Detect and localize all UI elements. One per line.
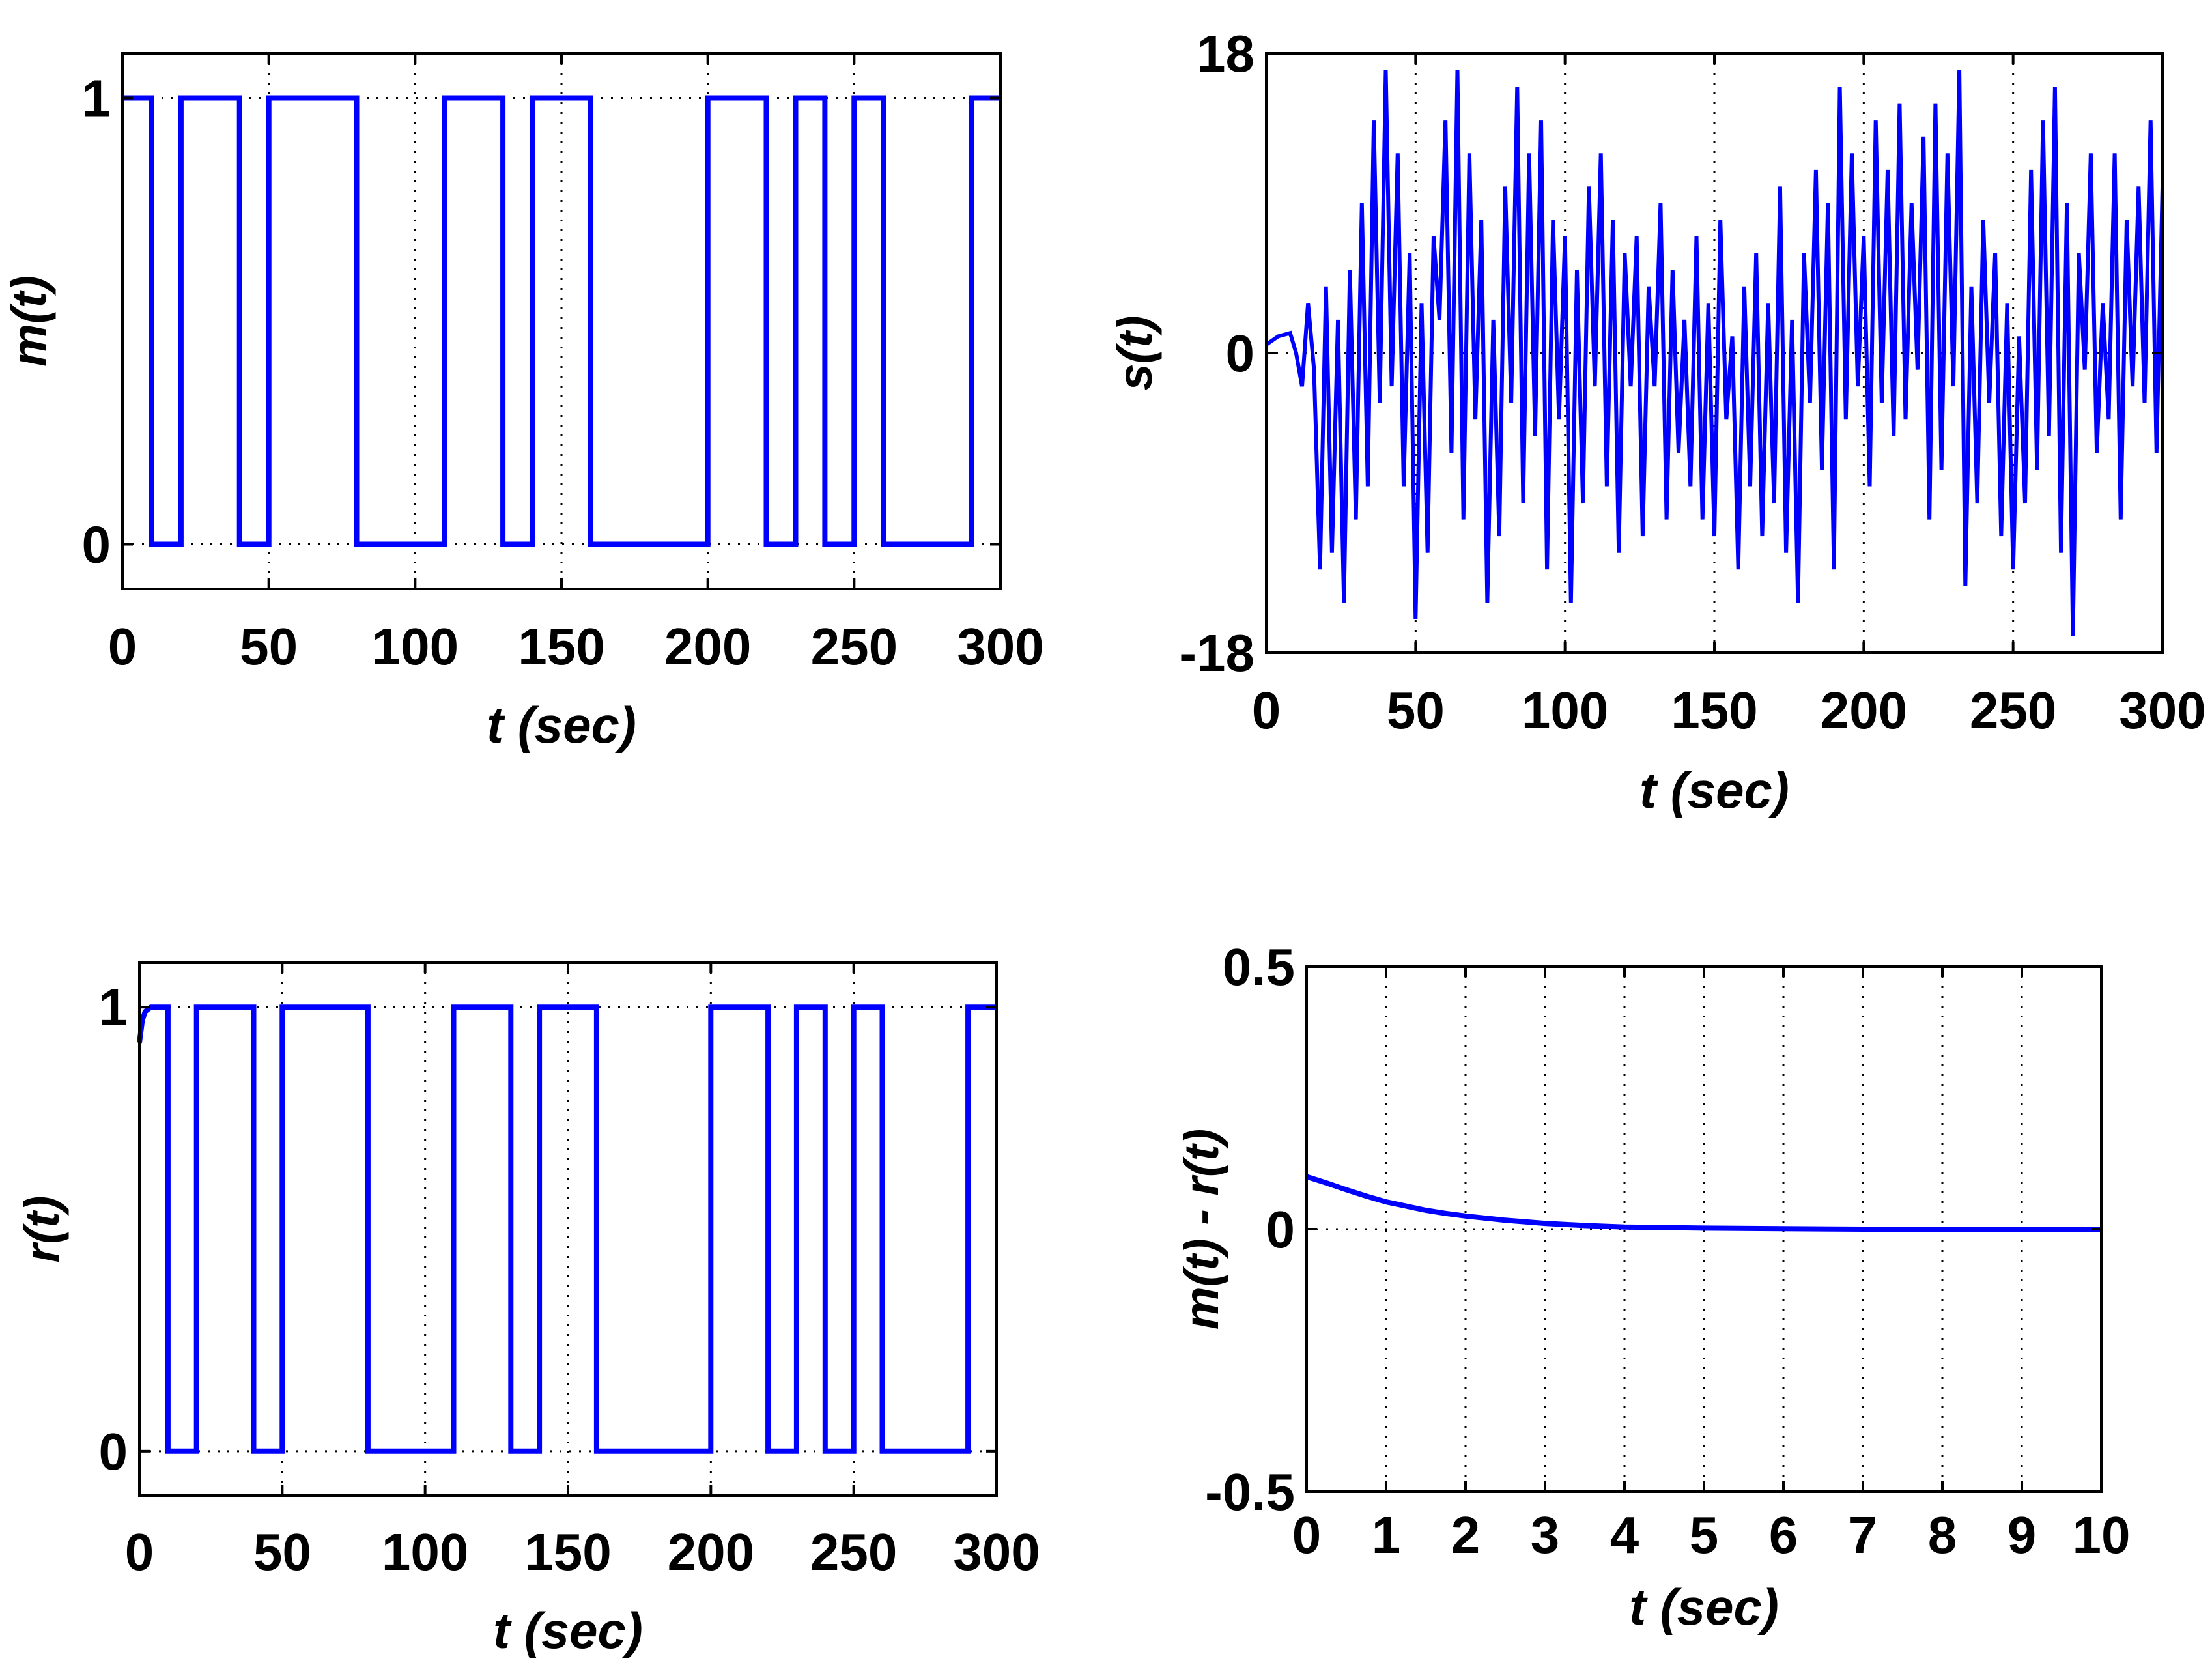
e-ytick-label: -0.5 bbox=[1205, 1463, 1295, 1521]
e-xtick-label: 6 bbox=[1769, 1506, 1798, 1564]
e-x-axis-label: t (sec) bbox=[1629, 1578, 1779, 1636]
m-y-axis-label: m(t) bbox=[2, 276, 56, 367]
m-xtick-label: 50 bbox=[240, 618, 298, 675]
m-ytick-label: 0 bbox=[82, 516, 111, 574]
e-ytick-label: 0 bbox=[1266, 1201, 1296, 1258]
s-ytick-label: -18 bbox=[1179, 624, 1255, 682]
s-x-axis-label: t (sec) bbox=[1639, 761, 1789, 819]
e-xtick-label: 8 bbox=[1928, 1506, 1957, 1564]
e-xtick-label: 10 bbox=[2073, 1506, 2131, 1564]
r-x-axis-label: t (sec) bbox=[493, 1602, 643, 1659]
panel-error: 0 1 2 3 4 5 6 7 8 9 10-0.500.5t (sec)m(t) - r(t) bbox=[1174, 938, 2130, 1636]
m-series-line bbox=[122, 95, 1000, 547]
e-ytick-label: 0.5 bbox=[1223, 938, 1295, 996]
s-ytick-label: 0 bbox=[1226, 324, 1255, 382]
e-series-line bbox=[1305, 1174, 2101, 1232]
r-ytick-label: 0 bbox=[99, 1423, 128, 1481]
m-xtick-label: 0 bbox=[108, 618, 137, 675]
s-xtick-label: 200 bbox=[1821, 681, 1907, 739]
e-y-axis-label: m(t) - r(t) bbox=[1174, 1129, 1228, 1330]
m-xtick-label: 200 bbox=[664, 618, 751, 675]
r-xtick-label: 100 bbox=[382, 1523, 468, 1581]
e-xtick-label: 3 bbox=[1531, 1506, 1560, 1564]
r-xtick-label: 0 bbox=[125, 1523, 154, 1581]
e-xtick-label: 5 bbox=[1690, 1506, 1719, 1564]
s-xtick-label: 300 bbox=[2119, 681, 2205, 739]
e-xtick-label: 0 bbox=[1292, 1506, 1322, 1564]
s-y-axis-label: s(t) bbox=[1108, 315, 1162, 390]
m-xtick-label: 150 bbox=[518, 618, 604, 675]
panel-m-of-t: 0 50 100 150 200 250 300 0 1 t (sec) m(t) bbox=[2, 52, 1044, 754]
e-xtick-label: 7 bbox=[1849, 1506, 1878, 1564]
r-ytick-label: 1 bbox=[99, 978, 128, 1036]
m-ytick-label: 1 bbox=[82, 70, 111, 128]
r-xtick-label: 300 bbox=[953, 1523, 1040, 1581]
e-xtick-label: 1 bbox=[1372, 1506, 1401, 1564]
panel-r-of-t: 0 50 100 150 200 250 300 0 1 t (sec) r(t) bbox=[15, 961, 1040, 1659]
r-xtick-label: 200 bbox=[668, 1523, 754, 1581]
r-xtick-label: 50 bbox=[253, 1523, 311, 1581]
s-xtick-label: 150 bbox=[1671, 681, 1757, 739]
r-xtick-label: 250 bbox=[810, 1523, 897, 1581]
s-ytick-label: 18 bbox=[1197, 25, 1255, 83]
e-xtick-label: 9 bbox=[2007, 1506, 2037, 1564]
e-xtick-label: 2 bbox=[1451, 1506, 1481, 1564]
s-xtick-label: 250 bbox=[1970, 681, 2056, 739]
e-xtick-label: 4 bbox=[1610, 1506, 1639, 1564]
s-xtick-label: 0 bbox=[1252, 681, 1281, 739]
s-xtick-label: 100 bbox=[1522, 681, 1608, 739]
m-x-axis-label: t (sec) bbox=[487, 696, 636, 754]
m-axes-frame bbox=[121, 52, 1002, 590]
r-xtick-label: 150 bbox=[524, 1523, 611, 1581]
r-series-line bbox=[137, 1004, 997, 1454]
m-xtick-label: 100 bbox=[372, 618, 459, 675]
s-series-line bbox=[1265, 70, 2164, 636]
m-xtick-label: 300 bbox=[957, 618, 1043, 675]
s-xtick-label: 50 bbox=[1387, 681, 1445, 739]
r-y-axis-label: r(t) bbox=[15, 1196, 69, 1263]
m-xtick-label: 250 bbox=[811, 618, 898, 675]
